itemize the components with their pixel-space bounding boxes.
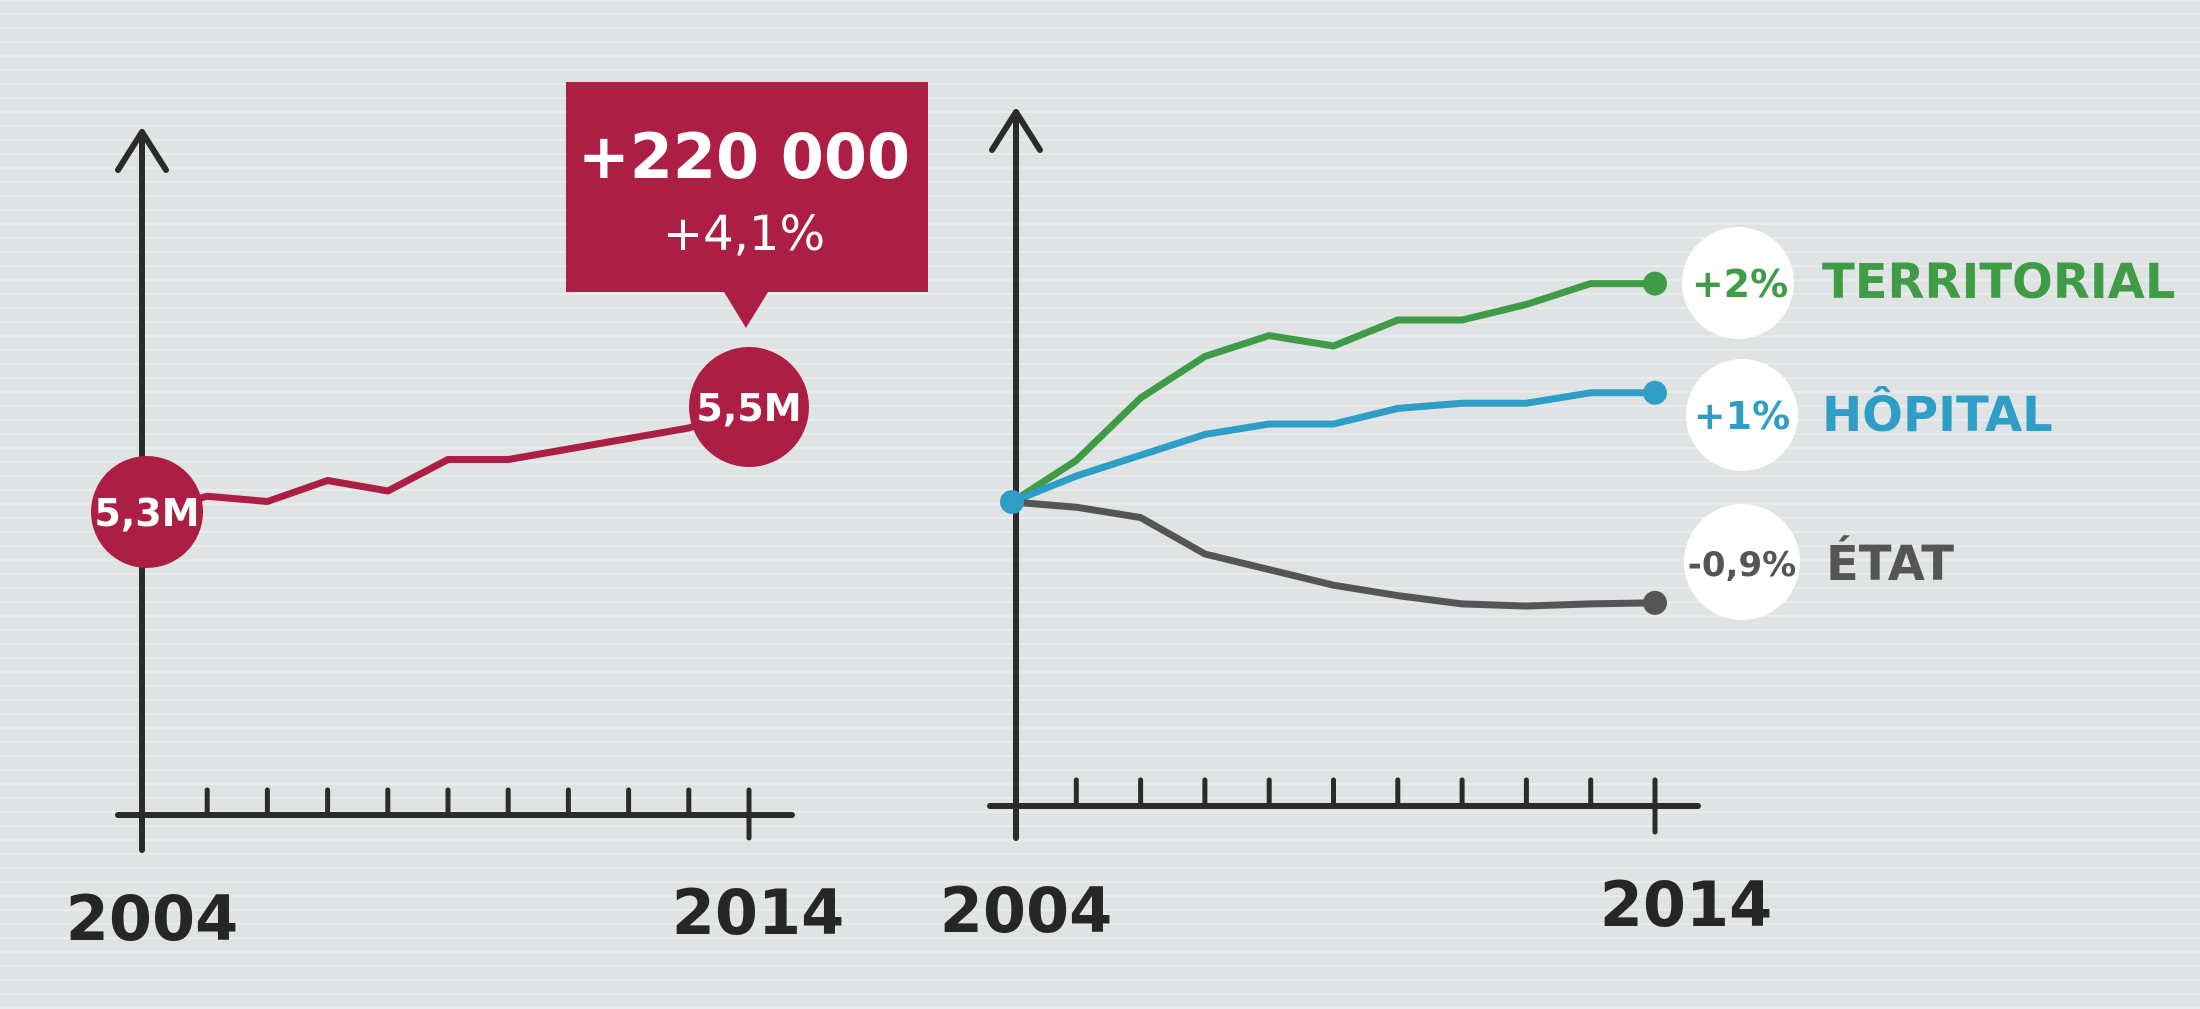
right-x-ticks	[1073, 777, 1658, 835]
series-end-dot-etat	[1643, 590, 1667, 615]
right-tick-label-start: 2004	[940, 874, 1113, 947]
right-origin-dot	[1000, 490, 1024, 514]
legend-territorial: +2% TERRITORIAL	[1682, 227, 2175, 339]
change-label-hopital: +1%	[1694, 394, 1790, 438]
left-series-line	[143, 403, 753, 516]
left-start-label: 5,3M	[94, 491, 199, 535]
left-x-ticks	[204, 787, 752, 841]
callout-value: +220 000	[578, 120, 910, 193]
series-end-dot-hopital	[1643, 380, 1667, 405]
left-end-marker: 5,5M	[689, 347, 809, 467]
legend-etat: -0,9% ÉTAT	[1684, 504, 1954, 620]
left-tick-label-end: 2014	[672, 876, 845, 949]
left-chart: 5,3M 5,5M +220 000 +4,1% 2004 2014	[66, 82, 928, 955]
series-line-hopital	[1008, 389, 1659, 506]
badge-etat	[1684, 504, 1800, 620]
series-label-hopital: HÔPITAL	[1822, 386, 2053, 443]
badge-hopital	[1686, 359, 1798, 471]
series-label-territorial: TERRITORIAL	[1822, 254, 2175, 310]
series-line-etat	[1008, 498, 1659, 610]
series-label-etat: ÉTAT	[1826, 535, 1954, 592]
right-chart: +2% TERRITORIAL +1% HÔPITAL -0,9% ÉTAT 2…	[940, 109, 2175, 947]
change-label-territorial: +2%	[1692, 262, 1788, 306]
right-y-axis-arrow	[989, 109, 1043, 153]
legend-hopital: +1% HÔPITAL	[1686, 359, 2053, 471]
series-line-territorial	[1008, 280, 1659, 506]
left-tick-label-start: 2004	[66, 882, 239, 955]
change-label-etat: -0,9%	[1688, 545, 1796, 585]
left-end-label: 5,5M	[696, 386, 801, 430]
left-y-axis-arrow	[115, 129, 169, 173]
right-series-lines	[1008, 271, 1667, 615]
callout-percent: +4,1%	[663, 206, 825, 262]
badge-territorial	[1682, 227, 1794, 339]
right-tick-label-end: 2014	[1600, 868, 1773, 941]
series-end-dot-territorial	[1643, 271, 1667, 296]
left-callout: +220 000 +4,1%	[566, 82, 928, 328]
left-start-marker: 5,3M	[91, 456, 203, 568]
